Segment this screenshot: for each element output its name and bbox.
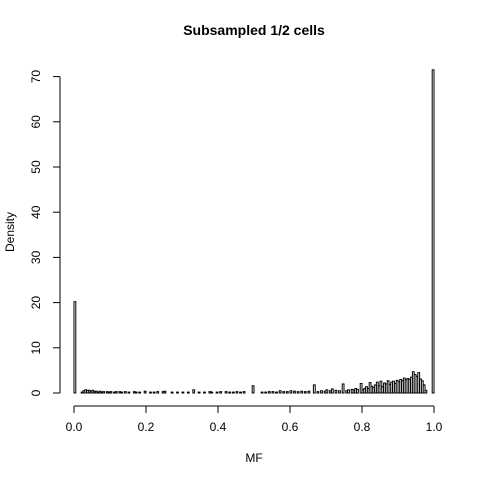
histogram-bar [210,391,214,394]
histogram-bar [109,391,113,394]
histogram-bar [316,391,320,394]
y-tick-label: 0 [29,389,43,396]
histogram-bar [219,391,223,394]
histogram-bar [307,390,311,394]
histogram-bar [330,388,334,394]
histogram-bar [242,391,246,394]
histogram-bar [181,391,185,394]
chart-title: Subsampled 1/2 cells [183,22,325,38]
histogram-bar [251,385,255,394]
x-tick-label: 0.6 [282,420,299,434]
histogram-bar [120,391,124,394]
histogram-bar [312,384,316,394]
x-tick-label: 0.0 [66,420,83,434]
y-tick-label: 50 [29,160,43,174]
histogram-bar [267,391,271,394]
histogram-bar [163,390,167,394]
histogram-bar [296,391,300,394]
histogram-bar [102,391,106,394]
x-axis: 0.0 0.2 0.4 0.6 0.8 1.0 [66,405,443,434]
histogram-bar [228,391,232,394]
histogram-bar [289,390,293,394]
x-tick-label: 1.0 [426,420,443,434]
histogram-bar [224,391,228,394]
histogram-bar [264,391,268,394]
x-tick-label: 0.4 [210,420,227,434]
histogram-bar [235,391,239,394]
histogram-bar [192,389,196,394]
histogram-bar [303,391,307,394]
y-tick-label: 40 [29,205,43,219]
histogram-bar [123,391,127,394]
x-axis-label: MF [245,451,262,465]
histogram-bar [347,389,350,394]
y-axis-label: Density [3,212,17,252]
histogram-bar [239,391,242,394]
histogram-bar [424,389,428,394]
histogram-bar [114,391,118,394]
y-tick-label: 30 [29,250,43,264]
histogram-bar [293,390,296,394]
histogram-bar [285,391,289,394]
histogram-bar [341,383,345,394]
histogram-bar [422,384,426,394]
histogram-bar [275,391,278,394]
y-tick-label: 10 [29,341,43,355]
histogram-bar [197,391,201,394]
histogram-bar [278,390,282,394]
histogram-bar [73,301,77,394]
histogram-bar [152,391,156,394]
y-tick-label: 70 [29,70,43,84]
histogram-bar [260,391,264,394]
y-tick-label: 20 [29,296,43,310]
histogram-bar [186,391,190,394]
histogram-bar [359,383,363,394]
histogram-bar [338,390,341,394]
y-tick-label: 60 [29,115,43,129]
histogram-bars [73,69,435,394]
histogram-bar [215,391,219,394]
histogram-bar [203,391,206,394]
histogram-bar [170,391,174,394]
x-tick-label: 0.2 [138,420,155,434]
histogram-bar [325,389,329,394]
histogram-bar [134,391,138,394]
histogram-bar [231,391,235,394]
histogram-bar [334,389,338,394]
histogram-bar [356,388,359,394]
histogram-bar [156,391,160,394]
histogram-bar [149,391,152,394]
histogram-bar [320,390,323,394]
histogram-bar [300,390,304,394]
y-axis: 0 10 20 30 40 50 60 70 [29,70,61,396]
histogram-bar [176,391,179,394]
histogram-bar [431,69,435,394]
x-tick-label: 0.8 [354,420,371,434]
histogram-bar [143,390,147,394]
histogram-bar [138,391,142,394]
histogram-bar [271,391,275,394]
histogram-bar [282,391,286,394]
histogram-bar [127,391,131,394]
